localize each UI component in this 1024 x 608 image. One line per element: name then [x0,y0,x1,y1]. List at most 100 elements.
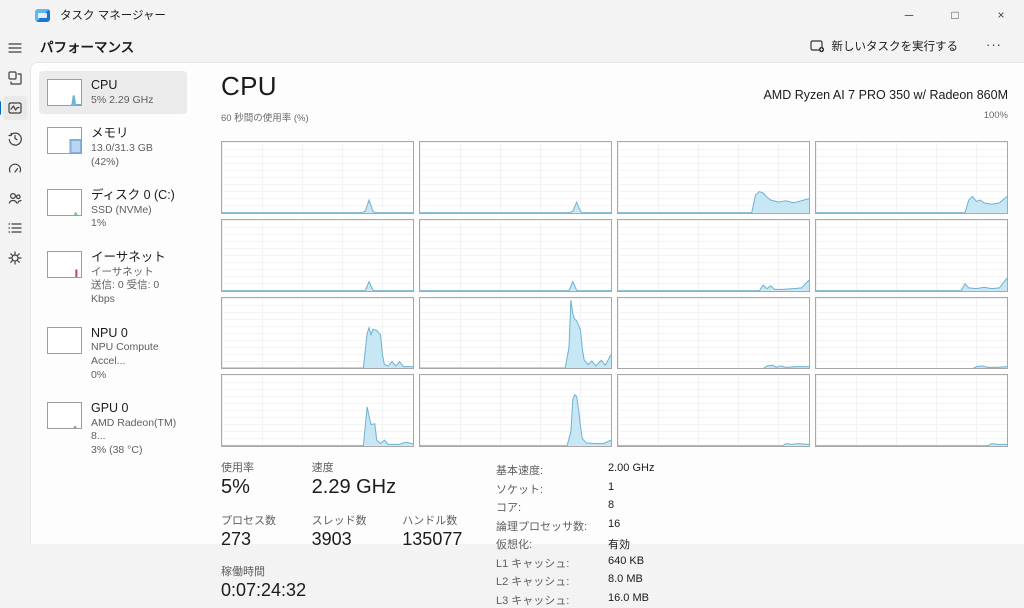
core-graph-1 [221,141,414,214]
page-header: パフォーマンス 新しいタスクを実行する ··· [30,30,1024,62]
sidebar-item-sub2: 1% [91,217,175,231]
core-graph-14 [419,374,612,447]
spec-value-3: 16 [608,518,654,534]
memory-thumbnail [47,127,82,154]
core-graph-2 [419,141,612,214]
usage-value: 5% [221,476,290,499]
core-graph-16 [815,374,1008,447]
spec-label-2: コア: [496,499,594,515]
spec-label-1: ソケット: [496,481,594,497]
spec-value-0: 2.00 GHz [608,462,654,478]
performance-icon[interactable] [3,96,27,120]
uptime-value: 0:07:24:32 [221,580,476,601]
sidebar-item-npu[interactable]: NPU 0 NPU Compute Accel... 0% [39,319,187,390]
handles-label: ハンドル数 [402,512,476,528]
cpu-detail-pane: CPU AMD Ryzen AI 7 PRO 350 w/ Radeon 860… [191,63,1024,544]
sidebar-item-title: メモリ [91,126,181,142]
spec-label-0: 基本速度: [496,462,594,478]
sidebar-item-gpu[interactable]: GPU 0 AMD Radeon(TM) 8... 3% (38 °C) [39,394,187,465]
cpu-model-name: AMD Ryzen AI 7 PRO 350 w/ Radeon 860M [763,88,1008,102]
cpu-heading: CPU [221,71,277,102]
spec-label-4: 仮想化: [496,536,594,552]
usage-label: 使用率 [221,459,290,475]
core-grid [221,141,1008,447]
ethernet-thumbnail [47,251,82,278]
gpu-thumbnail [47,402,82,429]
sidebar-item-sub: 13.0/31.3 GB (42%) [91,142,181,169]
core-graph-12 [815,297,1008,370]
speed-value: 2.29 GHz [312,476,476,499]
processes-icon[interactable] [3,66,27,90]
spec-value-4: 有効 [608,536,654,552]
core-graph-6 [419,219,612,292]
minimize-button[interactable]: ─ [886,0,932,30]
spec-label-7: L3 キャッシュ: [496,592,594,608]
spec-value-1: 1 [608,481,654,497]
nav-rail [0,30,30,544]
uptime-label: 稼働時間 [221,563,476,579]
core-graph-15 [617,374,810,447]
sidebar-item-ethernet[interactable]: イーサネット イーサネット 送信: 0 受信: 0 Kbps [39,243,187,314]
window-title: タスク マネージャー [60,7,166,23]
sidebar-item-title: GPU 0 [91,401,181,417]
cpu-stats: 使用率 5% 速度 2.29 GHz プロセス数 273 スレッド数 3903 … [221,459,1008,608]
sidebar-item-sub2: 0% [91,369,181,383]
core-graph-10 [419,297,612,370]
processes-value: 273 [221,529,290,550]
core-graph-11 [617,297,810,370]
spec-label-5: L1 キャッシュ: [496,555,594,571]
page-title: パフォーマンス [40,36,134,56]
sidebar-item-disk[interactable]: ディスク 0 (C:) SSD (NVMe) 1% [39,181,187,238]
services-icon[interactable] [3,246,27,270]
spec-value-7: 16.0 MB [608,592,654,608]
sidebar-item-sub2: 送信: 0 受信: 0 Kbps [91,279,181,306]
app-history-icon[interactable] [3,126,27,150]
cpu-spec-list: 基本速度: 2.00 GHz ソケット: 1 コア: 8 論理プロセッサ数: 16 仮想化: 有効… [496,462,654,608]
core-graph-4 [815,141,1008,214]
handles-value: 135077 [402,529,476,550]
spec-label-6: L2 キャッシュ: [496,573,594,589]
cpu-thumbnail [47,79,82,106]
core-graph-13 [221,374,414,447]
close-button[interactable]: × [978,0,1024,30]
content-panel: CPU 5% 2.29 GHz メモリ 13.0/31.3 GB (42%) デ… [30,62,1024,544]
sidebar-item-title: ディスク 0 (C:) [91,188,175,204]
startup-apps-icon[interactable] [3,156,27,180]
disk-thumbnail [47,189,82,216]
hamburger-menu-icon[interactable] [3,36,27,60]
sidebar-item-sub: AMD Radeon(TM) 8... [91,417,181,444]
spec-value-5: 640 KB [608,555,654,571]
maximize-button[interactable]: □ [932,0,978,30]
sidebar-item-sub: 5% 2.29 GHz [91,94,153,108]
sidebar-item-cpu[interactable]: CPU 5% 2.29 GHz [39,71,187,114]
more-options-button[interactable]: ··· [978,35,1010,58]
sidebar-item-title: CPU [91,78,153,94]
run-new-task-button[interactable]: 新しいタスクを実行する [800,33,969,59]
core-graph-5 [221,219,414,292]
sidebar-item-title: イーサネット [91,250,181,266]
performance-sidebar: CPU 5% 2.29 GHz メモリ 13.0/31.3 GB (42%) デ… [39,71,187,465]
task-manager-app-icon [35,9,50,22]
core-graph-8 [815,219,1008,292]
sidebar-item-sub: イーサネット [91,266,181,280]
graph-caption-left: 60 秒間の使用率 (%) [221,110,309,124]
speed-label: 速度 [312,459,476,475]
sidebar-item-memory[interactable]: メモリ 13.0/31.3 GB (42%) [39,119,187,176]
spec-label-3: 論理プロセッサ数: [496,518,594,534]
threads-label: スレッド数 [312,512,381,528]
sidebar-item-sub: SSD (NVMe) [91,204,175,218]
users-icon[interactable] [3,186,27,210]
spec-value-6: 8.0 MB [608,573,654,589]
threads-value: 3903 [312,529,381,550]
details-icon[interactable] [3,216,27,240]
sidebar-item-title: NPU 0 [91,326,181,342]
spec-value-2: 8 [608,499,654,515]
core-graph-3 [617,141,810,214]
sidebar-item-sub: NPU Compute Accel... [91,341,181,368]
core-graph-7 [617,219,810,292]
run-new-task-icon [810,39,825,53]
sidebar-item-sub2: 3% (38 °C) [91,444,181,458]
npu-thumbnail [47,327,82,354]
title-bar: タスク マネージャー ─ □ × [0,0,1024,30]
core-graph-9 [221,297,414,370]
